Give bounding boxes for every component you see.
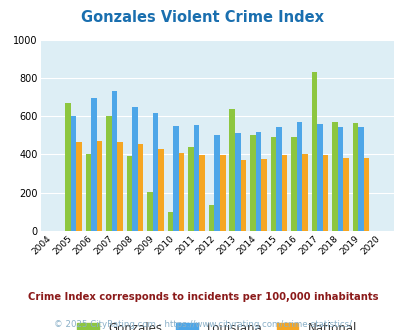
Bar	[296, 122, 301, 231]
Bar	[357, 127, 363, 231]
Bar	[126, 156, 132, 231]
Bar	[270, 137, 275, 231]
Bar	[209, 205, 214, 231]
Bar	[106, 116, 111, 231]
Bar	[281, 155, 286, 231]
Bar	[240, 160, 245, 231]
Bar	[158, 149, 164, 231]
Bar	[173, 126, 179, 231]
Bar	[70, 116, 76, 231]
Bar	[311, 72, 316, 231]
Legend: Gonzales, Louisiana, National: Gonzales, Louisiana, National	[72, 317, 361, 330]
Bar	[255, 132, 260, 231]
Bar	[91, 98, 96, 231]
Bar	[342, 158, 348, 231]
Bar	[249, 135, 255, 231]
Bar	[220, 155, 225, 231]
Bar	[301, 154, 307, 231]
Bar	[214, 135, 220, 231]
Bar	[275, 127, 281, 231]
Bar	[167, 212, 173, 231]
Bar	[199, 155, 205, 231]
Text: Crime Index corresponds to incidents per 100,000 inhabitants: Crime Index corresponds to incidents per…	[28, 292, 377, 302]
Bar	[337, 127, 342, 231]
Bar	[147, 192, 152, 231]
Bar	[363, 158, 369, 231]
Text: Gonzales Violent Crime Index: Gonzales Violent Crime Index	[81, 10, 324, 25]
Bar	[76, 142, 81, 231]
Text: © 2025 CityRating.com - https://www.cityrating.com/crime-statistics/: © 2025 CityRating.com - https://www.city…	[54, 320, 351, 329]
Bar	[188, 147, 194, 231]
Bar	[234, 133, 240, 231]
Bar	[260, 159, 266, 231]
Bar	[152, 113, 158, 231]
Bar	[111, 91, 117, 231]
Bar	[331, 122, 337, 231]
Bar	[138, 144, 143, 231]
Bar	[290, 137, 296, 231]
Bar	[65, 103, 70, 231]
Bar	[316, 124, 322, 231]
Bar	[117, 142, 123, 231]
Bar	[96, 141, 102, 231]
Bar	[352, 123, 357, 231]
Bar	[85, 154, 91, 231]
Bar	[132, 107, 138, 231]
Bar	[179, 153, 184, 231]
Bar	[322, 155, 327, 231]
Bar	[229, 109, 234, 231]
Bar	[194, 125, 199, 231]
